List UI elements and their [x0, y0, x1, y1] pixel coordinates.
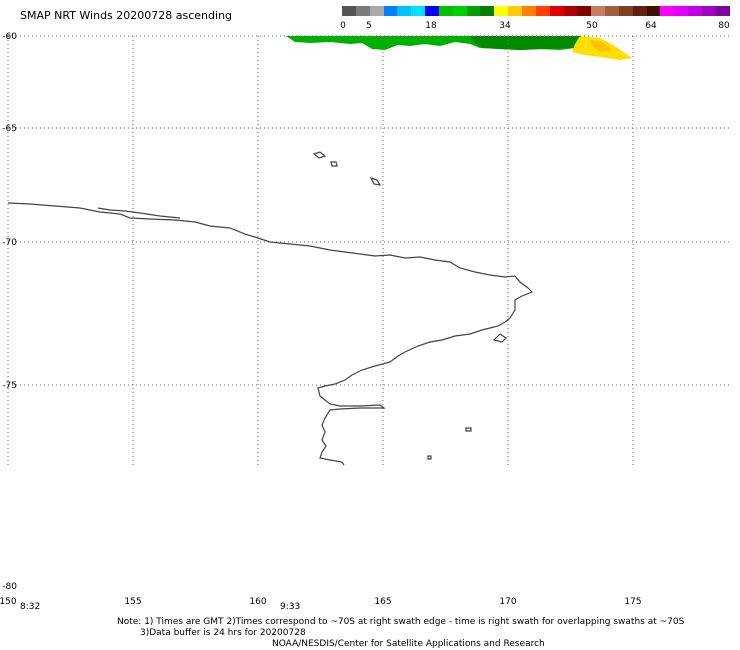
lon-label-150: 150 — [0, 597, 17, 607]
scale-segment — [383, 6, 398, 16]
scale-label: 0 — [340, 21, 346, 31]
scale-segment — [397, 6, 412, 16]
scale-segment — [494, 6, 509, 16]
lon-label-170: 170 — [499, 597, 516, 607]
lat-label-neg60: -60 — [2, 32, 17, 42]
scale-segment — [452, 6, 467, 16]
scale-segment — [674, 6, 689, 16]
scale-label: 34 — [499, 21, 511, 31]
scale-segment — [605, 6, 619, 16]
scale-segment — [425, 6, 439, 16]
scale-segment — [646, 6, 661, 16]
islet-e — [427, 455, 432, 460]
time-label: 8:32 — [20, 602, 40, 612]
scale-segment — [508, 6, 522, 16]
scale-segment — [369, 6, 384, 16]
scale-label: 80 — [718, 21, 730, 31]
scale-segment — [480, 6, 495, 16]
scale-segment — [521, 6, 536, 16]
scale-label: 50 — [586, 21, 598, 31]
lon-label-165: 165 — [374, 597, 391, 607]
lon-label-160: 160 — [249, 597, 266, 607]
lat-label-neg75: -75 — [2, 381, 17, 391]
scale-segment — [715, 6, 730, 16]
scale-segment — [660, 6, 675, 16]
swath-dark-green-region — [470, 36, 580, 50]
lat-label-neg70: -70 — [2, 238, 17, 248]
scale-label: 64 — [645, 21, 657, 31]
islet-d — [465, 427, 472, 432]
scale-segment — [411, 6, 426, 16]
scale-segment — [701, 6, 716, 16]
island-c — [369, 176, 382, 186]
note-line-2: 3)Data buffer is 24 hrs for 20200728 — [140, 628, 306, 638]
scale-segment — [535, 6, 550, 16]
scale-segment — [549, 6, 564, 16]
scale-segment — [591, 6, 606, 16]
lon-label-155: 155 — [124, 597, 141, 607]
scale-segment — [466, 6, 481, 16]
lat-label-neg80: -80 — [2, 582, 17, 592]
scale-segment — [438, 6, 453, 16]
scale-segment — [632, 6, 647, 16]
lat-label-neg65: -65 — [2, 124, 17, 134]
wind-swath — [286, 36, 632, 60]
note-line-1: Note: 1) Times are GMT 2)Times correspon… — [117, 617, 685, 627]
scale-segment — [355, 6, 370, 16]
scale-segment — [577, 6, 592, 16]
scale-segment — [688, 6, 702, 16]
ice-shelf-inlet — [97, 207, 181, 219]
scale-segment — [563, 6, 578, 16]
lat-lon-grid — [7, 35, 730, 465]
scale-segment — [342, 6, 356, 16]
lon-label-175: 175 — [624, 597, 641, 607]
map-title: SMAP NRT Winds 20200728 ascending — [20, 9, 233, 22]
coastline — [7, 151, 534, 466]
scale-segment — [618, 6, 633, 16]
ross-sea-edge — [492, 333, 507, 343]
island-b — [330, 161, 338, 167]
swath-orange-edge — [590, 40, 612, 52]
time-label: 9:33 — [280, 602, 300, 612]
island-a — [312, 151, 327, 159]
antarctic-coast — [7, 202, 534, 466]
note-line-3: NOAA/NESDIS/Center for Satellite Applica… — [272, 639, 545, 649]
scale-label: 18 — [425, 21, 437, 31]
scale-label: 5 — [366, 21, 372, 31]
wind-speed-color-scale — [342, 6, 730, 16]
